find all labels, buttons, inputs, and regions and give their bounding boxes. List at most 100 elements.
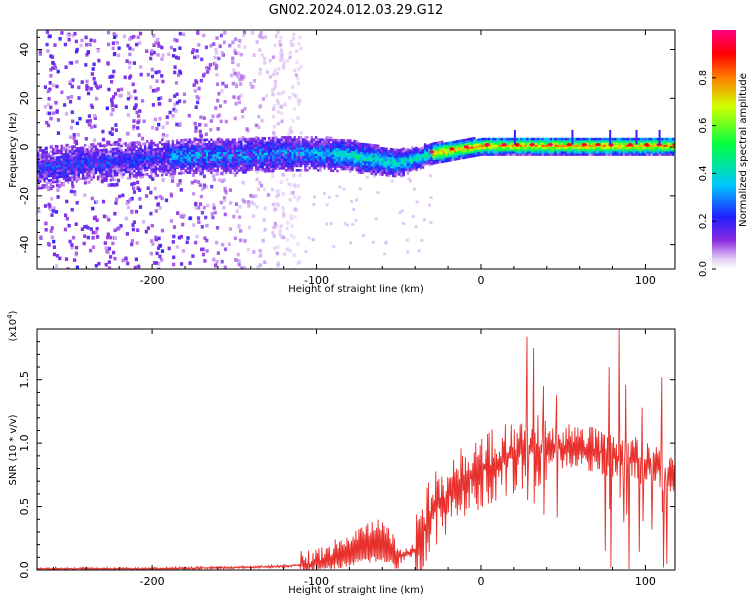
noise-cell (52, 206, 56, 210)
band-cell (280, 140, 284, 144)
noise-cell (107, 260, 111, 264)
band-cell (99, 155, 102, 159)
band-cell (86, 170, 89, 173)
band-cell (105, 148, 108, 152)
noise-cell (135, 241, 139, 245)
band-cell (66, 172, 70, 175)
band-cell (406, 165, 410, 169)
noise-cell (291, 43, 295, 47)
band-cell (552, 146, 555, 150)
band-cell (374, 157, 378, 160)
band-cell (195, 147, 198, 150)
band-cell (458, 142, 461, 145)
band-cell (150, 163, 153, 167)
band-cell (361, 169, 365, 172)
band-cell (494, 140, 497, 143)
band-cell (62, 164, 66, 167)
band-cell (133, 169, 136, 173)
band-cell (62, 170, 66, 174)
band-cell (146, 146, 149, 150)
band-cell (325, 145, 328, 148)
noise-cell (205, 249, 209, 253)
noise-cell (258, 254, 262, 258)
band-cell (575, 151, 579, 154)
band-cell (92, 156, 95, 159)
band-cell (163, 149, 166, 152)
band-cell (641, 148, 645, 152)
band-cell (605, 144, 608, 147)
band-cell (562, 140, 566, 143)
band-cell (280, 138, 284, 141)
band-cell (560, 137, 564, 141)
band-cell (287, 142, 290, 146)
noise-cell (158, 254, 162, 259)
band-cell (84, 148, 87, 151)
band-cell (334, 158, 337, 162)
band-cell (267, 141, 271, 144)
band-cell (205, 149, 209, 153)
band-cell (319, 160, 322, 163)
band-cell (41, 169, 44, 172)
band-cell (357, 153, 360, 156)
band-cell (394, 166, 397, 169)
band-cell (522, 142, 525, 145)
noise-cell (231, 60, 235, 65)
band-cell (462, 154, 465, 157)
band-cell (252, 146, 256, 149)
noise-cell (65, 143, 69, 148)
band-cell (47, 152, 51, 156)
band-cell (415, 155, 418, 159)
band-cell (161, 149, 164, 153)
band-cell (255, 148, 258, 152)
band-cell (344, 141, 348, 144)
band-cell (146, 164, 149, 167)
band-cell (252, 163, 256, 167)
noise-cell (110, 101, 114, 106)
band-cell (622, 142, 626, 145)
band-cell (216, 145, 219, 148)
band-cell (398, 170, 401, 174)
figure-title: GN02.2024.012.03.29.G12 (269, 3, 444, 18)
band-cell (524, 148, 527, 152)
band-cell (317, 162, 320, 165)
noise-cell (111, 108, 115, 112)
noise-cell (313, 195, 316, 199)
band-cell (111, 163, 115, 166)
band-cell (624, 148, 628, 152)
band-cell (381, 171, 384, 174)
band-cell (195, 145, 198, 148)
band-cell (109, 172, 113, 175)
band-cell (291, 142, 294, 146)
band-cell (543, 140, 546, 143)
spectrogram-marks (37, 30, 675, 269)
band-cell (154, 165, 157, 169)
noise-cell (215, 50, 219, 55)
band-cell (344, 165, 348, 169)
band-cell (545, 146, 549, 150)
noise-cell (178, 71, 183, 75)
band-cell (184, 164, 187, 168)
noise-cell (212, 206, 216, 210)
noise-cell (285, 59, 290, 63)
band-cell (460, 152, 463, 156)
band-cell (146, 148, 149, 152)
band-cell (325, 153, 328, 157)
band-cell (479, 138, 482, 141)
x-tick-label: 100 (635, 274, 656, 287)
noise-cell (114, 128, 118, 132)
band-cell (543, 142, 546, 145)
noise-cell (186, 236, 190, 240)
band-cell (188, 149, 192, 153)
band-cell (203, 167, 207, 170)
band-cell (148, 159, 151, 163)
band-cell (426, 151, 429, 154)
band-cell (171, 155, 175, 158)
band-cell (671, 148, 675, 152)
band-cell (122, 157, 125, 161)
band-cell (353, 139, 356, 143)
band-cell (252, 148, 256, 152)
band-cell (314, 147, 318, 150)
noise-cell (279, 180, 283, 184)
band-cell (233, 156, 237, 159)
band-cell (637, 140, 641, 143)
